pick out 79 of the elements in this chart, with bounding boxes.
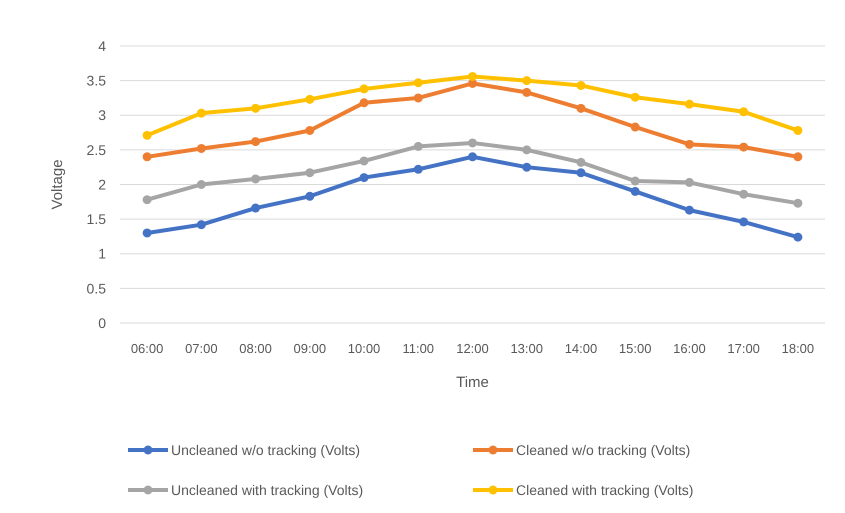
point [739, 107, 748, 116]
y-tick-label: 2 [98, 176, 106, 192]
point [142, 195, 152, 204]
x-tick-label: 06:00 [130, 341, 164, 356]
point [684, 140, 694, 149]
point [414, 93, 423, 102]
point [793, 126, 802, 135]
point [414, 164, 423, 174]
point [142, 152, 152, 162]
y-tick-label: 2.5 [86, 142, 106, 158]
x-tick-label: 12:00 [456, 341, 489, 356]
point [468, 138, 477, 148]
x-tick-label: 14:00 [564, 341, 598, 356]
x-tick-label: 13:00 [510, 341, 544, 356]
point [684, 178, 694, 187]
point [468, 72, 477, 81]
point [522, 76, 532, 86]
point [522, 145, 532, 154]
point [360, 84, 369, 94]
y-axis-title: Voltage [49, 159, 66, 210]
point [360, 156, 369, 166]
y-tick-label: 0.5 [86, 280, 106, 296]
x-tick-label: 18:00 [782, 341, 814, 356]
point [576, 104, 586, 113]
point [576, 168, 586, 178]
point [142, 130, 152, 140]
y-tick-label: 1 [98, 246, 106, 262]
y-tick-label: 0 [98, 314, 106, 331]
legend-label: Uncleaned w/o tracking (Volts) [171, 442, 360, 458]
y-tick-label: 3 [98, 107, 106, 124]
point [305, 94, 314, 104]
point [739, 142, 748, 152]
point [414, 142, 423, 151]
point [251, 174, 260, 184]
point [468, 152, 477, 162]
point [142, 228, 152, 238]
point [196, 180, 206, 189]
point [251, 137, 260, 146]
legend-label: Cleaned w/o tracking (Volts) [516, 442, 690, 458]
point [576, 158, 586, 167]
x-tick-label: 17:00 [727, 341, 760, 356]
x-tick-label: 11:00 [402, 341, 434, 356]
x-tick-label: 15:00 [618, 341, 652, 356]
point [360, 173, 369, 182]
point [305, 126, 314, 135]
x-tick-label: 10:00 [348, 341, 380, 356]
point [684, 206, 694, 215]
y-tick-label: 3.5 [86, 72, 106, 89]
point [630, 186, 640, 196]
y-tick-label: 1.5 [86, 211, 106, 228]
point [522, 162, 532, 172]
point [630, 92, 640, 102]
point [630, 176, 640, 186]
legend-label: Uncleaned with tracking (Volts) [171, 482, 364, 498]
point [684, 100, 694, 109]
point [522, 88, 532, 97]
point [793, 152, 802, 162]
x-tick-label: 16:00 [673, 341, 706, 356]
point [196, 108, 206, 118]
point [251, 104, 260, 113]
point [196, 220, 206, 230]
point [360, 98, 369, 108]
point [630, 122, 640, 132]
point [196, 144, 206, 153]
x-tick-label: 09:00 [294, 341, 326, 356]
x-tick-label: 08:00 [239, 341, 272, 356]
point [305, 192, 314, 201]
x-tick-label: 07:00 [185, 341, 218, 356]
legend-label: Cleaned with tracking (Volts) [516, 482, 694, 498]
point [305, 168, 314, 178]
point [739, 190, 748, 199]
point [739, 217, 748, 226]
point [576, 80, 586, 90]
point [793, 198, 802, 208]
point [414, 78, 423, 88]
point [793, 232, 802, 242]
x-axis-title: Time [456, 374, 489, 391]
point [251, 204, 260, 213]
y-tick-label: 4 [98, 38, 106, 54]
